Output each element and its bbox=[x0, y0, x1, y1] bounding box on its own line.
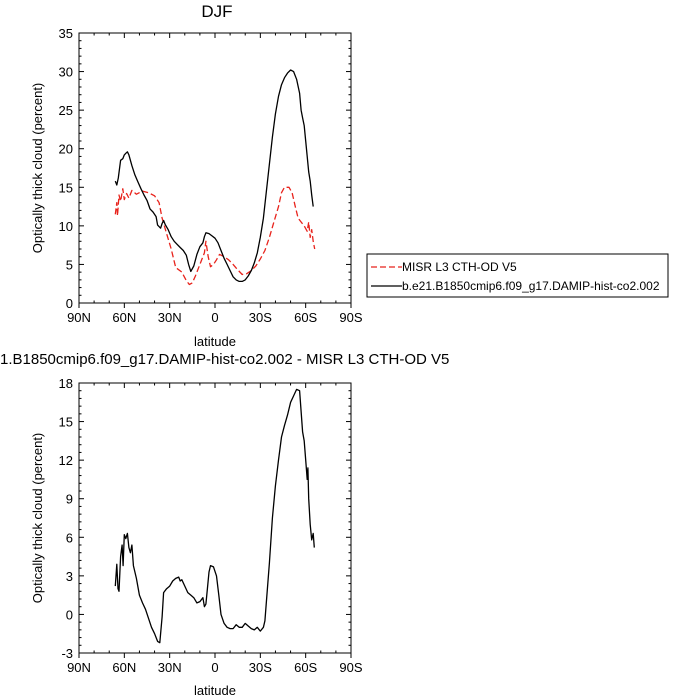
top-x-tick-label: 30N bbox=[158, 310, 182, 325]
top-panel: DJF 0 5 10 15 20 25 30 35 90N 60N 30N 0 30S 60S 90S l… bbox=[30, 2, 363, 349]
top-x-tick-label: 90S bbox=[339, 310, 362, 325]
bottom-y-tick-label: 15 bbox=[59, 415, 73, 430]
bottom-title: 1.B1850cmip6.f09_g17.DAMIP-hist-co2.002 … bbox=[0, 351, 449, 368]
top-x-ticks: 90N 60N 30N 0 30S 60S 90S bbox=[67, 33, 363, 325]
bottom-x-tick-label: 0 bbox=[211, 660, 218, 675]
top-y-tick-label: 10 bbox=[59, 219, 73, 234]
legend-box bbox=[366, 253, 669, 298]
bottom-y-ticks: -3 0 3 6 9 12 15 18 bbox=[59, 376, 351, 661]
legend-label-model: b.e21.B1850cmip6.f09_g17.DAMIP-hist-co2.… bbox=[402, 279, 660, 293]
bottom-x-axis-label: latitude bbox=[194, 683, 236, 698]
bottom-x-tick-label: 90N bbox=[67, 660, 91, 675]
top-y-tick-label: 0 bbox=[66, 296, 73, 311]
top-x-tick-label: 30S bbox=[249, 310, 272, 325]
bottom-x-tick-label: 30N bbox=[158, 660, 182, 675]
top-title: DJF bbox=[201, 2, 232, 21]
top-x-tick-label: 0 bbox=[211, 310, 218, 325]
top-x-tick-label: 60N bbox=[112, 310, 136, 325]
bottom-series-line-0 bbox=[114, 388, 315, 644]
bottom-y-tick-label: 9 bbox=[66, 492, 73, 507]
top-y-ticks: 0 5 10 15 20 25 30 35 bbox=[59, 26, 351, 311]
top-y-tick-label: 15 bbox=[59, 180, 73, 195]
bottom-series-group bbox=[114, 388, 315, 644]
bottom-y-tick-label: 12 bbox=[59, 453, 73, 468]
bottom-y-tick-label: 18 bbox=[59, 376, 73, 391]
top-series-line-0 bbox=[114, 186, 316, 286]
top-y-tick-label: 20 bbox=[59, 142, 73, 157]
top-y-axis-label: Optically thick cloud (percent) bbox=[30, 83, 45, 254]
bottom-x-tick-label: 30S bbox=[249, 660, 272, 675]
bottom-x-ticks: 90N 60N 30N 0 30S 60S 90S bbox=[67, 383, 363, 675]
top-y-tick-label: 30 bbox=[59, 65, 73, 80]
legend: MISR L3 CTH-OD V5 b.e21.B1850cmip6.f09_g… bbox=[366, 253, 669, 298]
bottom-y-tick-label: -3 bbox=[61, 646, 73, 661]
bottom-x-tick-label: 90S bbox=[339, 660, 362, 675]
top-x-tick-label: 90N bbox=[67, 310, 91, 325]
bottom-x-tick-label: 60S bbox=[294, 660, 317, 675]
top-y-tick-label: 35 bbox=[59, 26, 73, 41]
top-series-line-1 bbox=[114, 69, 314, 283]
legend-label-misr: MISR L3 CTH-OD V5 bbox=[402, 260, 517, 274]
bottom-y-axis-label: Optically thick cloud (percent) bbox=[30, 433, 45, 604]
bottom-y-tick-label: 6 bbox=[66, 530, 73, 545]
bottom-x-tick-label: 60N bbox=[112, 660, 136, 675]
top-y-tick-label: 25 bbox=[59, 103, 73, 118]
top-series-group bbox=[114, 69, 316, 286]
bottom-y-tick-label: 0 bbox=[66, 607, 73, 622]
top-x-tick-label: 60S bbox=[294, 310, 317, 325]
bottom-panel: 1.B1850cmip6.f09_g17.DAMIP-hist-co2.002 … bbox=[0, 351, 449, 698]
top-x-axis-label: latitude bbox=[194, 334, 236, 349]
bottom-y-tick-label: 3 bbox=[66, 569, 73, 584]
top-y-tick-label: 5 bbox=[66, 257, 73, 272]
